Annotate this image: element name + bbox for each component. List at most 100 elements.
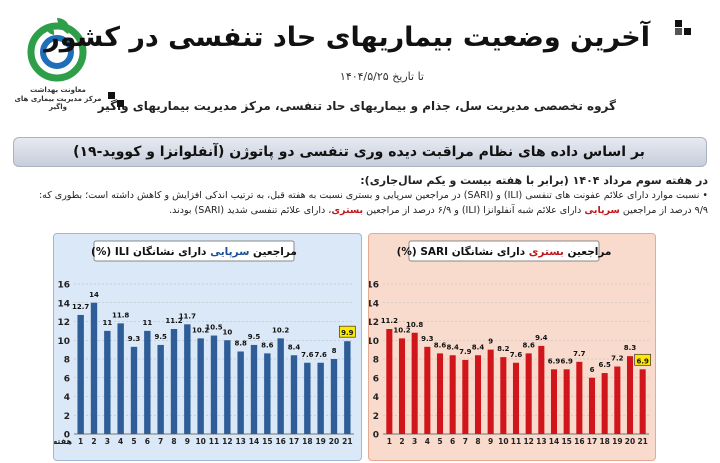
chart-title-suffix: دارای نشانگان ILI (%) bbox=[91, 245, 210, 258]
data-label: 7.6 bbox=[510, 351, 523, 359]
y-tick-label: 10 bbox=[57, 337, 70, 347]
data-label: 8.6 bbox=[261, 341, 274, 349]
bar bbox=[104, 330, 111, 434]
bar bbox=[170, 329, 178, 434]
logo-caption-1: معاونت بهداشت bbox=[30, 86, 86, 94]
x-tick-label: 7 bbox=[158, 437, 163, 446]
chart-title-highlight: بستری bbox=[529, 246, 564, 258]
bar bbox=[487, 349, 494, 434]
y-tick-label: 14 bbox=[369, 299, 379, 309]
data-label: 10.2 bbox=[272, 326, 289, 334]
chart-title: مراجعین بستری دارای نشانگان SARI (%) bbox=[397, 245, 612, 258]
data-label: 9.5 bbox=[248, 333, 261, 341]
bar bbox=[210, 335, 218, 434]
chart-title: مراجعین سرپایی دارای نشانگان ILI (%) bbox=[91, 245, 297, 258]
summary-heading: در هفته سوم مرداد ۱۴۰۴ (برابر با هفته بی… bbox=[360, 174, 708, 187]
bar bbox=[639, 369, 646, 434]
bar bbox=[550, 369, 558, 434]
x-tick-label: 1 bbox=[78, 437, 83, 446]
data-label: 7.9 bbox=[459, 348, 472, 356]
x-tick-label: 17 bbox=[587, 437, 597, 446]
x-axis-label: هفته bbox=[54, 437, 72, 446]
x-tick-label: 20 bbox=[625, 437, 635, 446]
bar bbox=[538, 345, 545, 434]
bar bbox=[449, 355, 456, 434]
data-label: 9.3 bbox=[128, 335, 141, 343]
y-tick-label: 6 bbox=[64, 374, 70, 384]
x-tick-label: 10 bbox=[498, 437, 508, 446]
y-tick-label: 14 bbox=[57, 299, 70, 309]
y-tick-label: 6 bbox=[373, 374, 379, 384]
x-tick-label: 5 bbox=[131, 437, 136, 446]
x-tick-label: 2 bbox=[91, 437, 96, 446]
y-tick-label: 16 bbox=[57, 281, 70, 291]
data-label: 14 bbox=[89, 291, 99, 299]
bar bbox=[398, 338, 406, 434]
data-label: 10.2 bbox=[393, 326, 410, 334]
summary-text-c: دارای علائم شبه آنفلوانزا (ILI) و ۶/۹ در… bbox=[363, 205, 585, 216]
x-tick-label: 6 bbox=[450, 437, 455, 446]
summary-text-e: ، دارای علائم تنفسی شدید (SARI) بودند. bbox=[169, 205, 332, 216]
bar bbox=[250, 344, 258, 434]
x-tick-label: 12 bbox=[222, 437, 232, 446]
bar bbox=[500, 357, 507, 434]
chart-title-suffix: دارای نشانگان SARI (%) bbox=[397, 245, 529, 258]
y-tick-label: 0 bbox=[64, 431, 70, 441]
y-tick-label: 2 bbox=[64, 412, 70, 422]
x-tick-label: 8 bbox=[171, 437, 176, 446]
summary-bullet-1: • نسبت موارد دارای علائم عفونت های تنفسی… bbox=[38, 190, 708, 201]
x-tick-label: 6 bbox=[145, 437, 150, 446]
data-label: 6.5 bbox=[598, 361, 611, 369]
data-label: 11.2 bbox=[381, 317, 398, 325]
x-tick-label: 13 bbox=[235, 437, 245, 446]
decor-square-1 bbox=[675, 20, 682, 27]
bar bbox=[184, 324, 191, 434]
x-tick-label: 5 bbox=[437, 437, 442, 446]
data-label: 8.3 bbox=[624, 344, 637, 352]
bar bbox=[117, 323, 124, 434]
y-tick-label: 12 bbox=[57, 318, 70, 328]
data-label: 7.2 bbox=[611, 355, 624, 363]
health-ministry-logo-icon bbox=[27, 18, 87, 82]
x-tick-label: 18 bbox=[302, 437, 312, 446]
page-title: آخرین وضعیت بیماریهای حاد تنفسی در کشور bbox=[44, 22, 650, 53]
bar bbox=[563, 369, 570, 434]
data-label: 9.9 bbox=[341, 329, 354, 337]
bar bbox=[626, 356, 634, 434]
data-label: 11.8 bbox=[112, 311, 129, 319]
ili-chart-panel: مراجعین سرپایی دارای نشانگان ILI (%) 0 2 4 6… bbox=[53, 233, 362, 461]
bar bbox=[512, 362, 520, 434]
y-tick-label: 4 bbox=[373, 393, 379, 403]
data-label: 6.9 bbox=[560, 357, 573, 365]
x-tick-label: 10 bbox=[195, 437, 205, 446]
bar bbox=[157, 344, 164, 434]
decor-square-2 bbox=[684, 28, 691, 35]
x-tick-label: 19 bbox=[612, 437, 622, 446]
bar bbox=[317, 362, 324, 434]
bar bbox=[224, 340, 231, 434]
data-label: 9.4 bbox=[535, 334, 548, 342]
bar bbox=[588, 377, 596, 434]
x-tick-label: 3 bbox=[105, 437, 110, 446]
x-tick-label: 16 bbox=[275, 437, 285, 446]
data-label: 9.3 bbox=[421, 335, 434, 343]
y-tick-label: 8 bbox=[64, 356, 70, 366]
summary-bullet-2: ۹/۹ درصد از مراجعین سرپایی دارای علائم ش… bbox=[169, 205, 708, 216]
y-tick-label: 8 bbox=[373, 356, 379, 366]
banner-title: بر اساس داده های نظام مراقبت دیده وری تن… bbox=[73, 144, 645, 160]
bar bbox=[330, 359, 338, 434]
data-label: 11 bbox=[102, 319, 112, 327]
data-label: 8.6 bbox=[522, 341, 535, 349]
decor-square-3 bbox=[675, 28, 682, 35]
bar bbox=[576, 361, 583, 434]
x-tick-label: 14 bbox=[549, 437, 559, 446]
data-label: 8.4 bbox=[446, 343, 459, 351]
x-tick-label: 2 bbox=[399, 437, 404, 446]
x-tick-label: 9 bbox=[488, 437, 493, 446]
decor-square-5 bbox=[117, 100, 124, 107]
highlight-label-box bbox=[338, 325, 356, 338]
bar bbox=[197, 338, 204, 434]
logo: معاونت بهداشت مرکز مدیریت بیماری های واگ… bbox=[8, 6, 108, 111]
y-tick-label: 0 bbox=[373, 431, 379, 441]
sari-chart-panel: مراجعین بستری دارای نشانگان SARI (%) 0 2 4 6… bbox=[368, 233, 656, 461]
